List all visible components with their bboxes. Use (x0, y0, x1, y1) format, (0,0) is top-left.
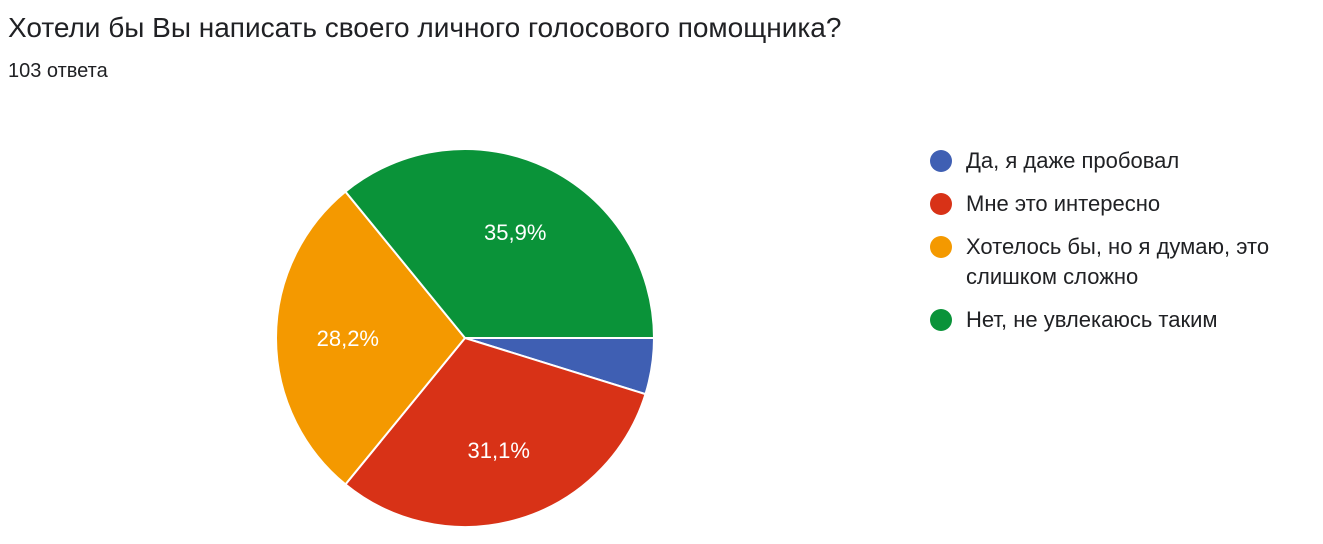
legend-item[interactable]: Мне это интересно (930, 189, 1323, 219)
legend-label: Да, я даже пробовал (966, 148, 1180, 173)
legend-label: Мне это интересно (966, 191, 1161, 216)
legend-label: Хотелось бы, но я думаю, это слишком сло… (966, 234, 1270, 289)
response-count: 103 ответа (8, 60, 108, 82)
legend-dot-icon (930, 193, 952, 215)
pie-slice[interactable] (275, 190, 467, 486)
slice-label: 28,2% (317, 326, 379, 351)
legend: Да, я даже пробовал Мне это интересно Хо… (930, 146, 1323, 348)
legend-dot-icon (930, 236, 952, 258)
legend-dot-icon (930, 309, 952, 331)
legend-item[interactable]: Да, я даже пробовал (930, 146, 1323, 176)
legend-item[interactable]: Хотелось бы, но я думаю, это слишком сло… (930, 232, 1323, 292)
legend-item[interactable]: Нет, не увлекаюсь таким (930, 305, 1323, 335)
slice-label: 35,9% (484, 220, 546, 245)
slice-label: 31,1% (468, 438, 530, 463)
legend-label: Нет, не увлекаюсь таким (966, 307, 1218, 332)
pie-chart: 31,1% 28,2% 35,9% (275, 148, 656, 528)
legend-dot-icon (930, 150, 952, 172)
pie-slice[interactable] (344, 336, 647, 528)
pie-slice[interactable] (344, 148, 656, 339)
chart-title: Хотели бы Вы написать своего личного гол… (8, 12, 842, 43)
